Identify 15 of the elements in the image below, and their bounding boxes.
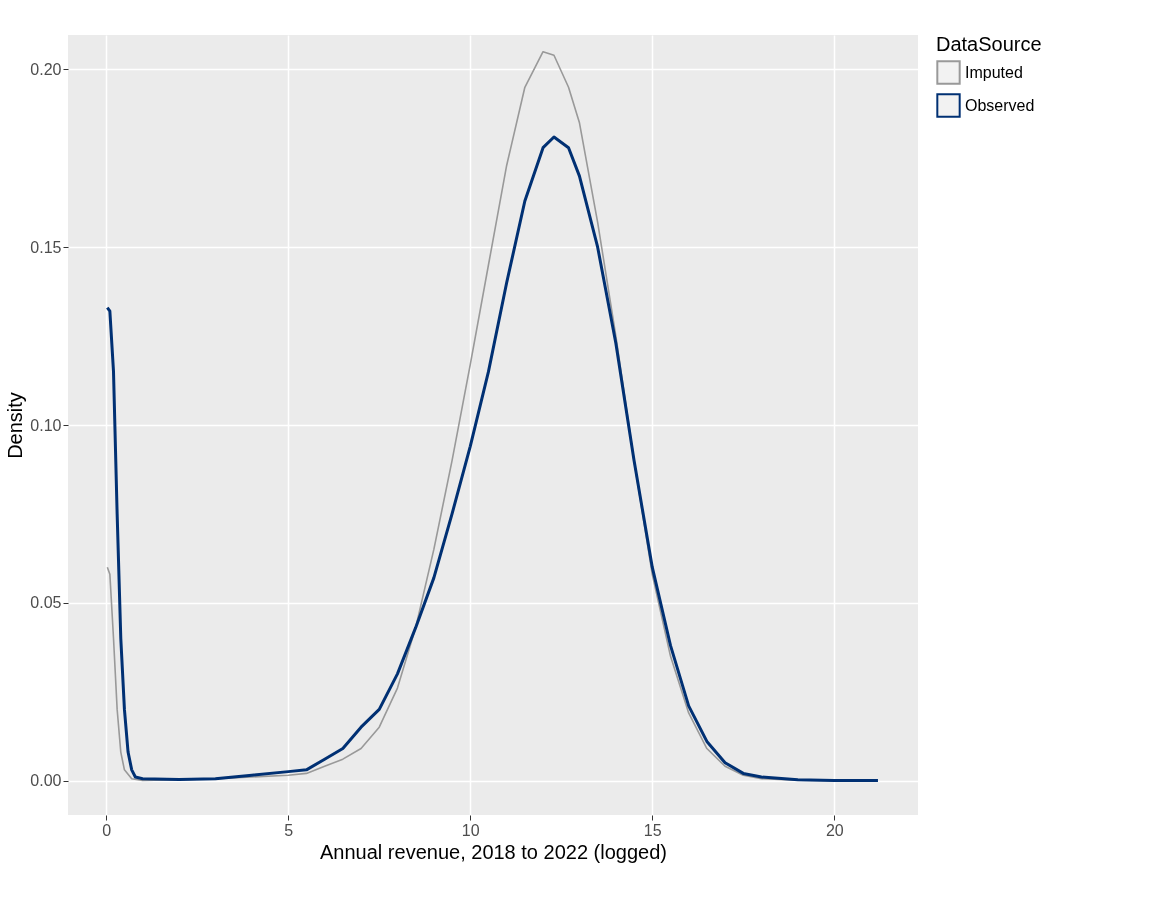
y-tick-label: 0.15 xyxy=(30,238,62,256)
y-tick-label: 0.05 xyxy=(30,594,62,612)
y-tick-label: 0.00 xyxy=(30,772,62,790)
y-axis-title: Density xyxy=(4,392,27,459)
y-tick-label: 0.10 xyxy=(30,416,62,434)
legend-label: Imputed xyxy=(965,63,1023,81)
x-tick-label: 10 xyxy=(461,821,480,839)
x-tick-label: 5 xyxy=(284,821,294,839)
x-tick-label: 0 xyxy=(102,821,112,839)
x-axis-title: Annual revenue, 2018 to 2022 (logged) xyxy=(320,840,667,863)
x-tick-label: 20 xyxy=(825,821,844,839)
x-tick-label: 15 xyxy=(643,821,662,839)
legend-label: Observed xyxy=(965,96,1035,114)
y-tick-label: 0.20 xyxy=(30,60,62,78)
legend-title: DataSource xyxy=(936,33,1042,55)
